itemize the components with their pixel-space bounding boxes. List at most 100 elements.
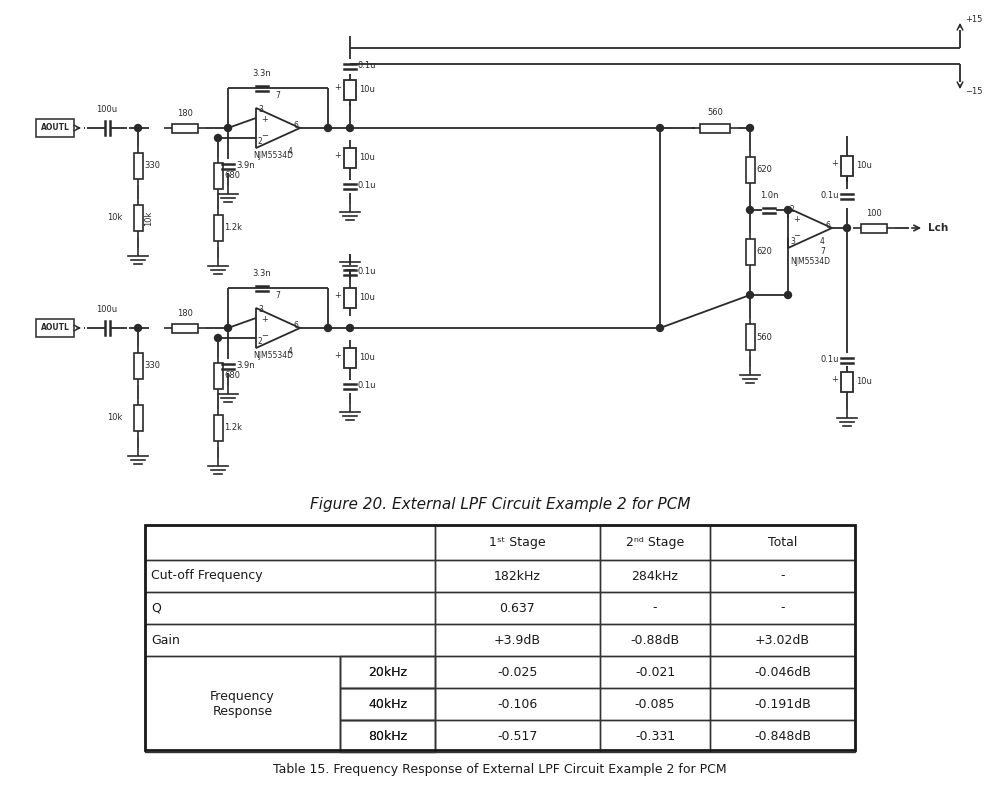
Bar — [710, 525, 855, 560]
Text: 180: 180 — [177, 109, 193, 118]
Text: Total: Total — [768, 536, 797, 549]
Text: 3.3n: 3.3n — [253, 69, 271, 78]
Circle shape — [324, 325, 332, 331]
Text: 182kHz: 182kHz — [494, 570, 541, 582]
Text: 10u: 10u — [359, 294, 375, 302]
Text: AOUTL: AOUTL — [41, 323, 69, 333]
Bar — [134, 205, 143, 231]
Bar — [435, 560, 600, 592]
Text: −: − — [261, 131, 268, 141]
Text: 1.2k: 1.2k — [224, 423, 242, 433]
Bar — [861, 223, 887, 233]
Text: 10k: 10k — [144, 210, 153, 226]
Text: -0.085: -0.085 — [635, 698, 675, 710]
Circle shape — [784, 206, 792, 214]
Circle shape — [214, 334, 222, 342]
Bar — [746, 239, 755, 265]
Bar — [145, 656, 340, 752]
Bar — [134, 405, 143, 431]
Text: 100: 100 — [866, 209, 882, 218]
Bar — [214, 215, 222, 241]
Circle shape — [746, 125, 754, 131]
Bar — [340, 656, 435, 688]
Text: +: + — [334, 291, 341, 300]
Text: 20kHz: 20kHz — [368, 666, 407, 678]
Text: 0.1u: 0.1u — [358, 382, 376, 390]
Text: 680: 680 — [224, 171, 240, 181]
Text: 4: 4 — [288, 347, 293, 356]
Text: 40kHz: 40kHz — [368, 698, 407, 710]
Bar — [600, 688, 710, 720]
Circle shape — [224, 325, 232, 331]
Bar — [600, 656, 710, 688]
Bar — [600, 560, 710, 592]
Text: 6: 6 — [293, 321, 298, 330]
Text: Gain: Gain — [151, 634, 180, 646]
Circle shape — [656, 125, 664, 131]
Bar — [600, 720, 710, 752]
Circle shape — [347, 325, 354, 331]
Bar — [435, 592, 600, 624]
Text: 680: 680 — [224, 371, 240, 381]
Text: 4: 4 — [820, 237, 825, 246]
Text: +: + — [831, 375, 838, 384]
Bar — [710, 560, 855, 592]
Text: 330: 330 — [144, 162, 160, 170]
Bar — [710, 688, 855, 720]
Text: 1.0n: 1.0n — [760, 191, 778, 200]
Text: 560: 560 — [707, 108, 723, 117]
Text: +: + — [334, 351, 341, 360]
Bar — [340, 688, 435, 720]
Text: 560: 560 — [756, 333, 772, 342]
Text: NJM5534D: NJM5534D — [253, 151, 293, 160]
Text: 0.1u: 0.1u — [358, 62, 376, 70]
Bar — [710, 592, 855, 624]
Text: −: − — [793, 231, 800, 241]
Text: Lch: Lch — [928, 223, 948, 233]
Text: 620: 620 — [756, 247, 772, 257]
Bar — [435, 624, 600, 656]
Text: 1ˢᵗ Stage: 1ˢᵗ Stage — [489, 536, 546, 549]
Bar — [145, 592, 435, 624]
Bar — [746, 157, 755, 183]
Bar — [214, 415, 222, 441]
Text: 10u: 10u — [856, 162, 872, 170]
Circle shape — [134, 325, 142, 331]
Bar — [710, 656, 855, 688]
Text: +: + — [831, 159, 838, 168]
Text: -: - — [780, 602, 785, 614]
Bar — [134, 153, 143, 179]
Text: 7: 7 — [275, 91, 280, 100]
Text: NJM5534D: NJM5534D — [790, 257, 830, 266]
Text: 100u: 100u — [96, 105, 118, 114]
Circle shape — [656, 325, 664, 331]
Text: +: + — [793, 215, 800, 225]
Bar — [746, 324, 755, 350]
Text: 284kHz: 284kHz — [632, 570, 678, 582]
Text: 7: 7 — [275, 291, 280, 300]
Bar — [600, 624, 710, 656]
Text: Q: Q — [151, 602, 161, 614]
Text: 100u: 100u — [96, 305, 118, 314]
Bar — [340, 720, 435, 752]
Bar — [344, 80, 356, 100]
Text: 10u: 10u — [359, 154, 375, 162]
Text: 10k: 10k — [107, 214, 122, 222]
Text: 3.3n: 3.3n — [253, 269, 271, 278]
Text: +: + — [334, 151, 341, 160]
Circle shape — [784, 291, 792, 298]
Bar — [435, 720, 600, 752]
Text: 80kHz: 80kHz — [368, 730, 407, 742]
Circle shape — [214, 134, 222, 142]
Text: Frequency
Response: Frequency Response — [210, 690, 275, 718]
Text: 3.9n: 3.9n — [236, 362, 255, 370]
Bar — [841, 372, 853, 392]
Bar — [145, 624, 435, 656]
Text: -0.517: -0.517 — [497, 730, 538, 742]
Text: 330: 330 — [144, 362, 160, 370]
Text: 2: 2 — [258, 337, 263, 346]
Text: 7: 7 — [820, 247, 825, 256]
Text: -0.848dB: -0.848dB — [754, 730, 811, 742]
Text: 6: 6 — [293, 121, 298, 130]
Bar — [172, 323, 198, 333]
